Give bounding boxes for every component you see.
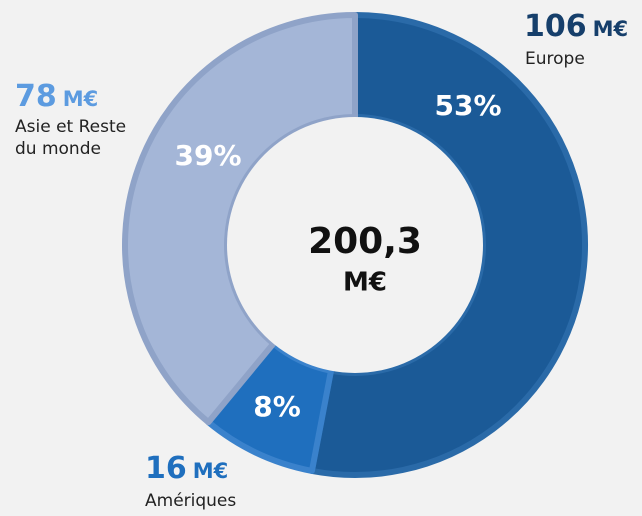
category-label: Amériques <box>145 491 237 511</box>
slice-percent: 53% <box>434 89 501 122</box>
slice-percent: 39% <box>174 139 241 172</box>
amount-label: 78 M€ <box>15 80 98 116</box>
center-total: 200,3 <box>308 221 422 262</box>
amount-label: 106 M€ <box>524 10 628 46</box>
amount-value: 16 <box>145 451 187 486</box>
donut-hole <box>227 117 483 373</box>
amount-value: 106 <box>524 9 587 44</box>
amount-unit: M€ <box>62 87 99 111</box>
center-unit: M€ <box>343 268 387 298</box>
category-label: Europe <box>525 49 585 69</box>
slice-percent: 8% <box>253 390 301 423</box>
amount-value: 78 <box>15 79 57 114</box>
category-label: Asie et Reste du monde <box>15 117 127 159</box>
amount-label: 16 M€ <box>145 452 228 488</box>
amount-unit: M€ <box>592 17 629 41</box>
amount-unit: M€ <box>192 459 229 483</box>
